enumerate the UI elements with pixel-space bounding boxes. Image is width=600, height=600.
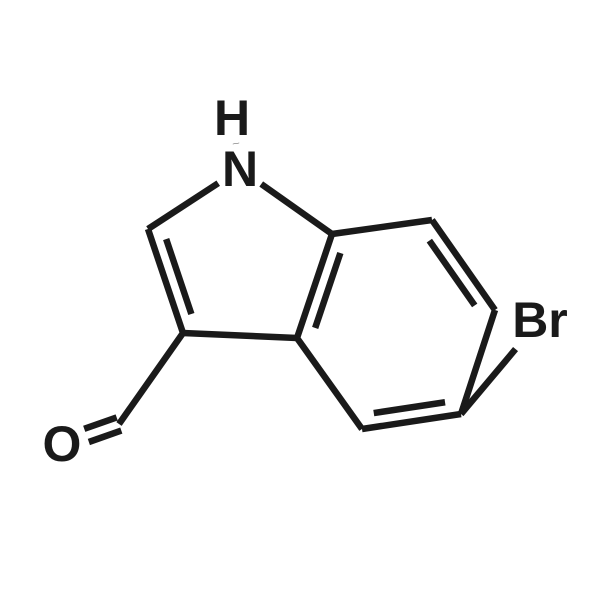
bond: [261, 184, 332, 234]
atom-label-cho_o: O: [43, 416, 82, 472]
atom-label-n1: N: [222, 141, 258, 197]
bond: [183, 333, 297, 338]
bond: [84, 417, 116, 428]
atom-label-br: Br: [512, 292, 568, 348]
atom-label-h_n1: H: [214, 90, 250, 146]
bond: [374, 402, 445, 413]
molecule-diagram: NH O Br: [0, 0, 600, 600]
bond: [89, 431, 121, 442]
bond: [332, 220, 432, 234]
bond: [148, 183, 218, 229]
bond: [297, 338, 362, 429]
bond: [119, 333, 183, 424]
bond: [432, 220, 495, 310]
bond: [362, 414, 461, 429]
